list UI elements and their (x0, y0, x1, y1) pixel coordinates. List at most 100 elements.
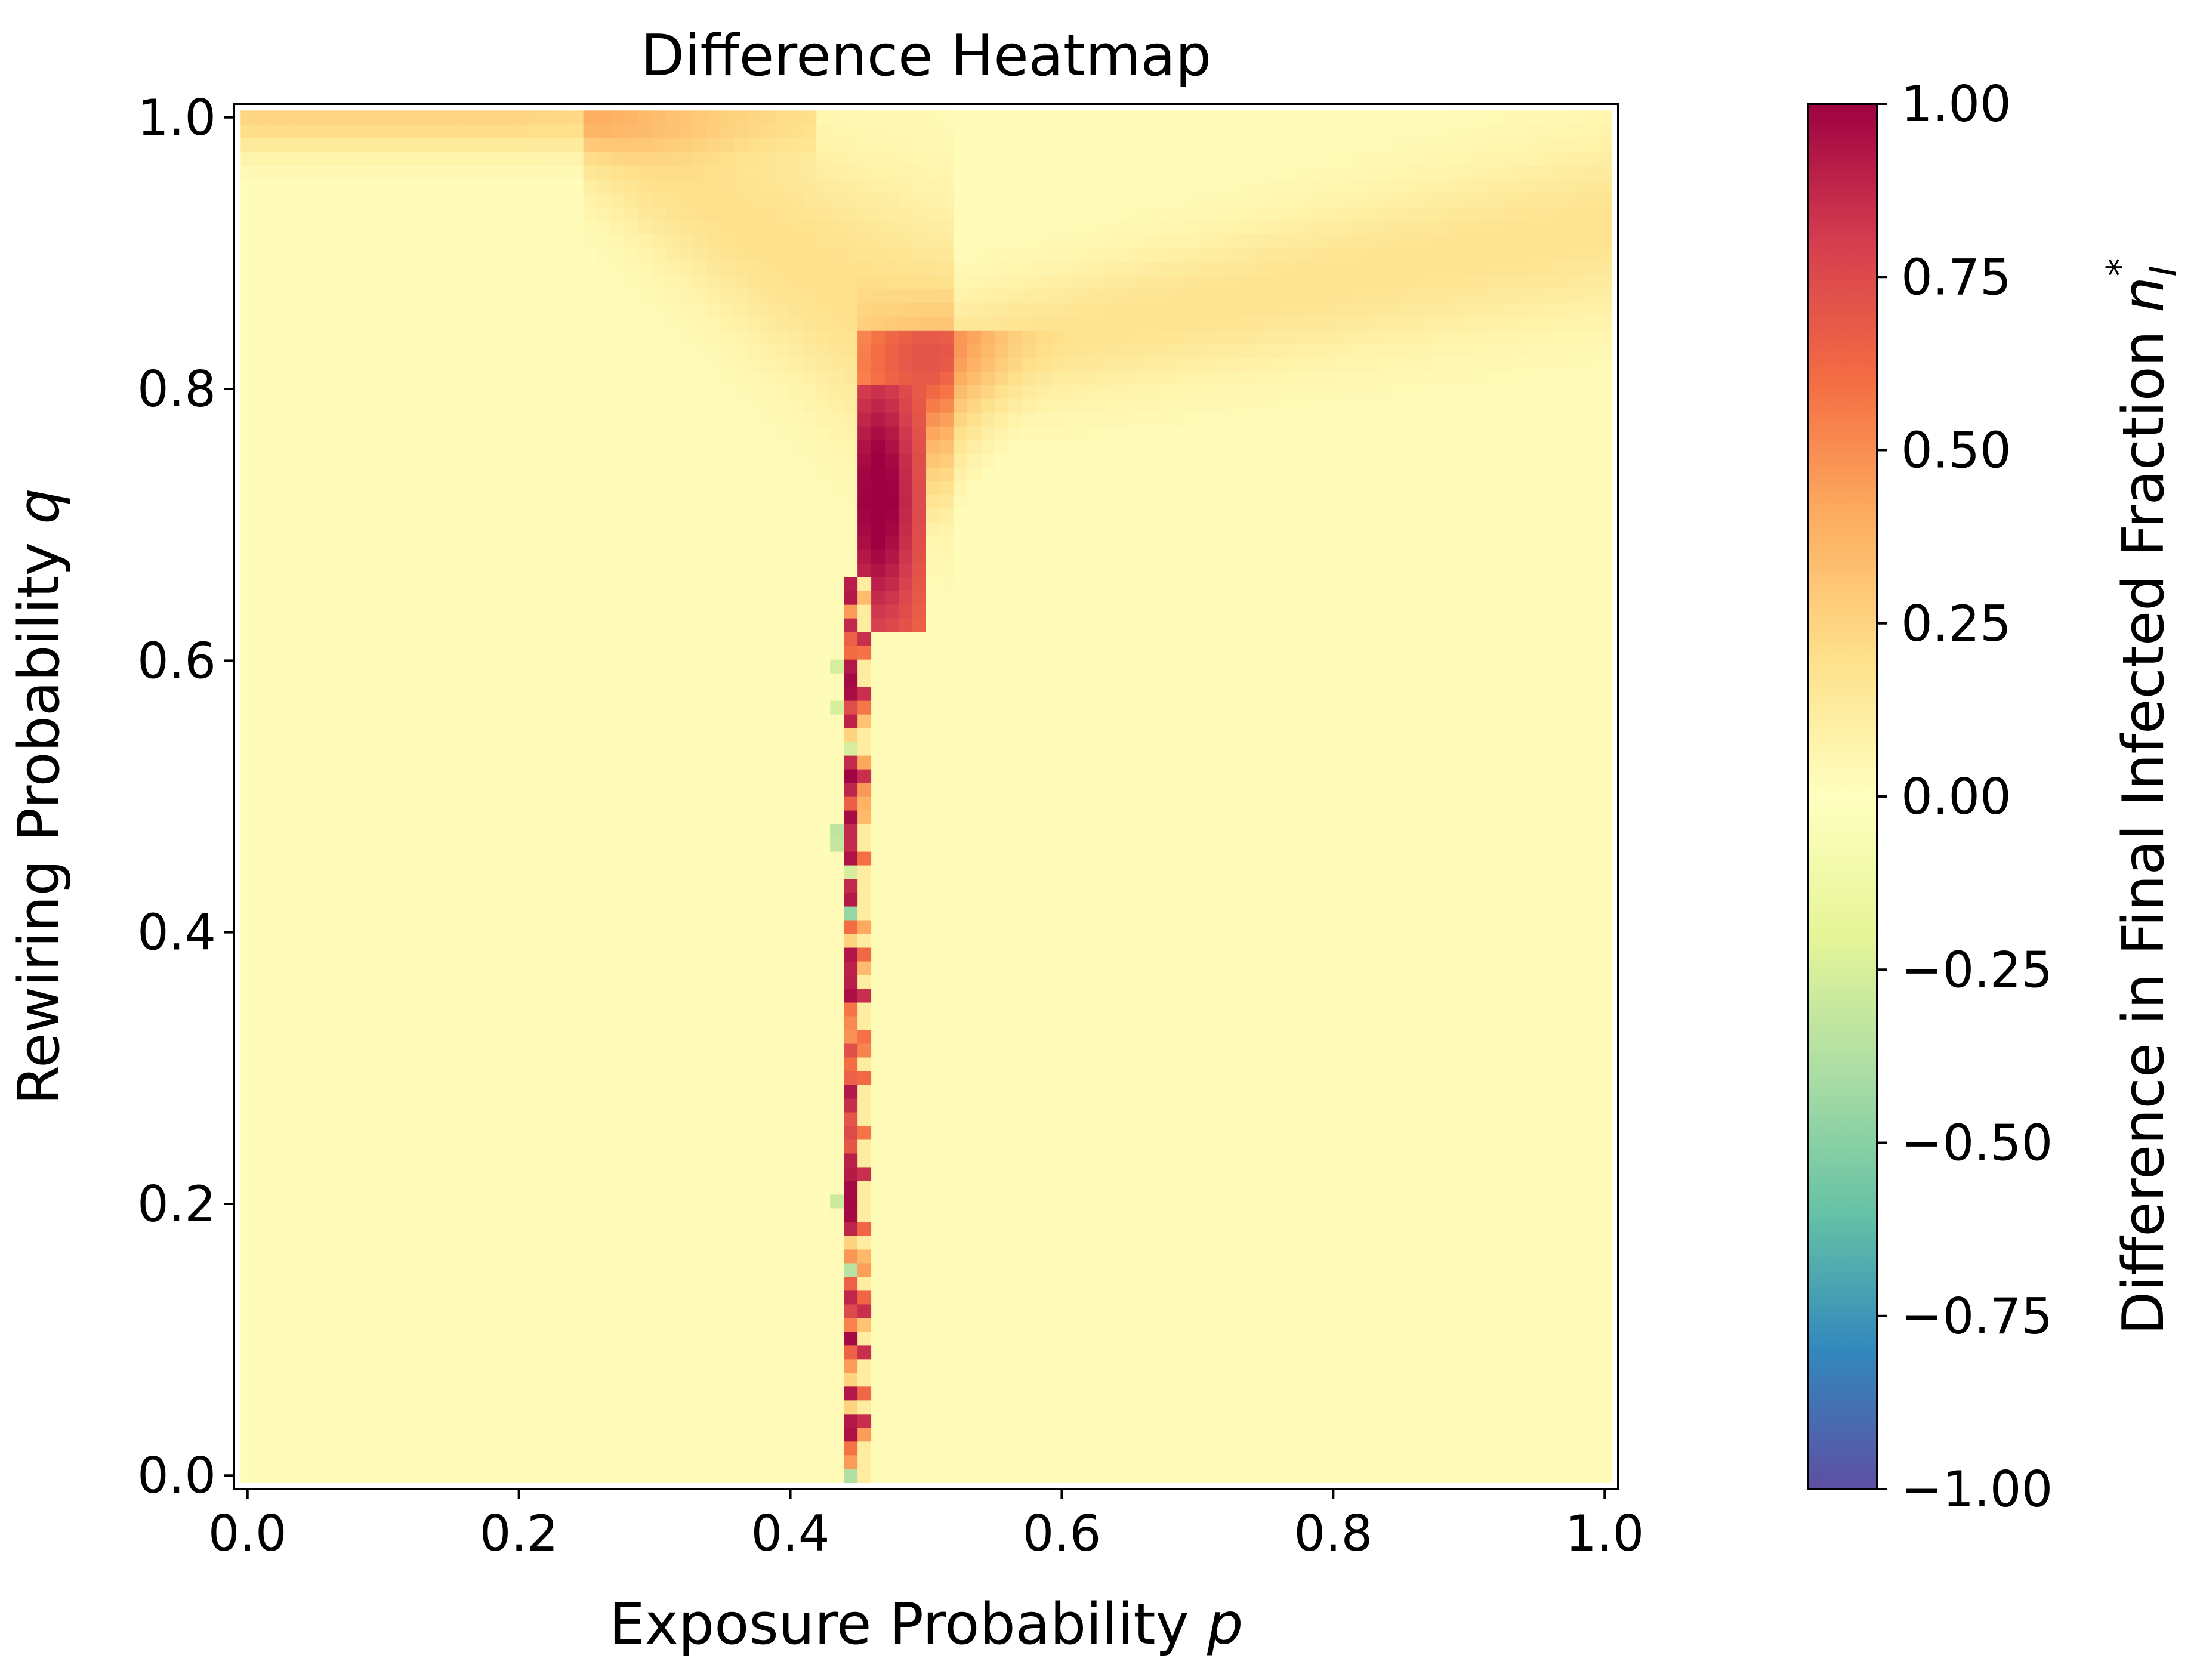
heatmap-cell (734, 1235, 748, 1250)
heatmap-cell (337, 933, 351, 948)
heatmap-cell (638, 481, 653, 495)
heatmap-cell (789, 453, 803, 468)
heatmap-cell (282, 1208, 296, 1222)
heatmap-cell (789, 1070, 803, 1085)
heatmap-cell (610, 632, 625, 646)
heatmap-cell (556, 1372, 570, 1387)
heatmap-cell (748, 1084, 762, 1099)
heatmap-cell (405, 933, 419, 948)
heatmap-cell (405, 399, 419, 413)
heatmap-cell (597, 687, 612, 701)
heatmap-cell (528, 536, 543, 550)
heatmap-cell (665, 1304, 680, 1318)
heatmap-cell (378, 1276, 392, 1291)
heatmap-cell (899, 426, 913, 440)
heatmap-cell (459, 1304, 474, 1318)
heatmap-cell (514, 536, 529, 550)
heatmap-cell (706, 1070, 721, 1085)
heatmap-cell (282, 316, 296, 331)
heatmap-cell (899, 248, 913, 262)
heatmap-cell (789, 1084, 803, 1099)
heatmap-cell (830, 412, 844, 427)
heatmap-cell (487, 110, 502, 125)
heatmap-cell (899, 728, 913, 742)
heatmap-cell (514, 1468, 529, 1483)
heatmap-cell (295, 961, 310, 975)
heatmap-cell (501, 330, 516, 344)
heatmap-cell (844, 1180, 858, 1195)
heatmap-cell (652, 1413, 667, 1428)
heatmap-cell (912, 1262, 927, 1277)
heatmap-cell (446, 1262, 461, 1277)
heatmap-cell (761, 549, 776, 564)
heatmap-cell (624, 467, 639, 481)
heatmap-cell (665, 1441, 680, 1456)
heatmap-cell (337, 1427, 351, 1442)
heatmap-cell (364, 1166, 378, 1181)
heatmap-cell (775, 206, 789, 221)
heatmap-cell (542, 220, 557, 234)
heatmap-cell (857, 549, 872, 564)
heatmap-cell (337, 700, 351, 715)
heatmap-cell (706, 988, 721, 1003)
heatmap-cell (459, 974, 474, 989)
heatmap-cell (624, 522, 639, 536)
heatmap-cell (556, 632, 570, 646)
heatmap-cell (857, 1468, 872, 1483)
heatmap-cell (844, 1111, 858, 1126)
heatmap-cell (597, 1249, 612, 1264)
heatmap-cell (254, 1139, 269, 1154)
heatmap-cell (569, 426, 584, 440)
heatmap-cell (446, 1400, 461, 1415)
heatmap-cell (514, 1358, 529, 1373)
heatmap-cell (240, 1166, 255, 1181)
heatmap-cell (254, 1441, 269, 1456)
heatmap-cell (748, 591, 762, 605)
heatmap-cell (899, 906, 913, 921)
heatmap-cell (459, 234, 474, 248)
heatmap-cell (597, 1015, 612, 1030)
heatmap-cell (748, 261, 762, 276)
heatmap-cell (405, 1331, 419, 1346)
heatmap-cell (473, 1125, 488, 1140)
heatmap-cell (405, 316, 419, 331)
heatmap-cell (268, 796, 282, 811)
heatmap-cell (282, 275, 296, 289)
heatmap-cell (282, 1386, 296, 1401)
heatmap-cell (844, 1221, 858, 1236)
heatmap-cell (610, 357, 625, 372)
heatmap-cell (857, 1386, 872, 1401)
heatmap-cell (761, 138, 776, 152)
heatmap-cell (679, 1139, 694, 1154)
heatmap-cell (323, 1317, 337, 1332)
heatmap-cell (706, 1153, 721, 1168)
heatmap-cell (350, 1235, 365, 1250)
heatmap-cell (405, 906, 419, 921)
heatmap-cell (638, 823, 653, 838)
heatmap-cell (885, 1180, 899, 1195)
heatmap-cell (610, 728, 625, 742)
heatmap-cell (364, 700, 378, 715)
heatmap-cell (364, 1221, 378, 1236)
heatmap-cell (693, 549, 707, 564)
heatmap-cell (432, 1331, 447, 1346)
heatmap-cell (665, 536, 680, 550)
heatmap-cell (432, 275, 447, 289)
heatmap-cell (282, 193, 296, 207)
heatmap-cell (405, 1400, 419, 1415)
heatmap-cell (295, 193, 310, 207)
heatmap-cell (323, 289, 337, 303)
heatmap-cell (734, 508, 748, 523)
heatmap-cell (309, 1413, 323, 1428)
heatmap-cell (638, 124, 653, 138)
heatmap-cell (844, 646, 858, 660)
heatmap-cell (391, 467, 406, 481)
heatmap-cell (240, 426, 255, 440)
heatmap-cell (391, 495, 406, 509)
heatmap-cell (720, 769, 735, 783)
heatmap-cell (720, 728, 735, 742)
heatmap-cell (391, 810, 406, 824)
heatmap-cell (597, 110, 612, 125)
heatmap-cell (789, 728, 803, 742)
heatmap-cell (816, 1221, 831, 1236)
